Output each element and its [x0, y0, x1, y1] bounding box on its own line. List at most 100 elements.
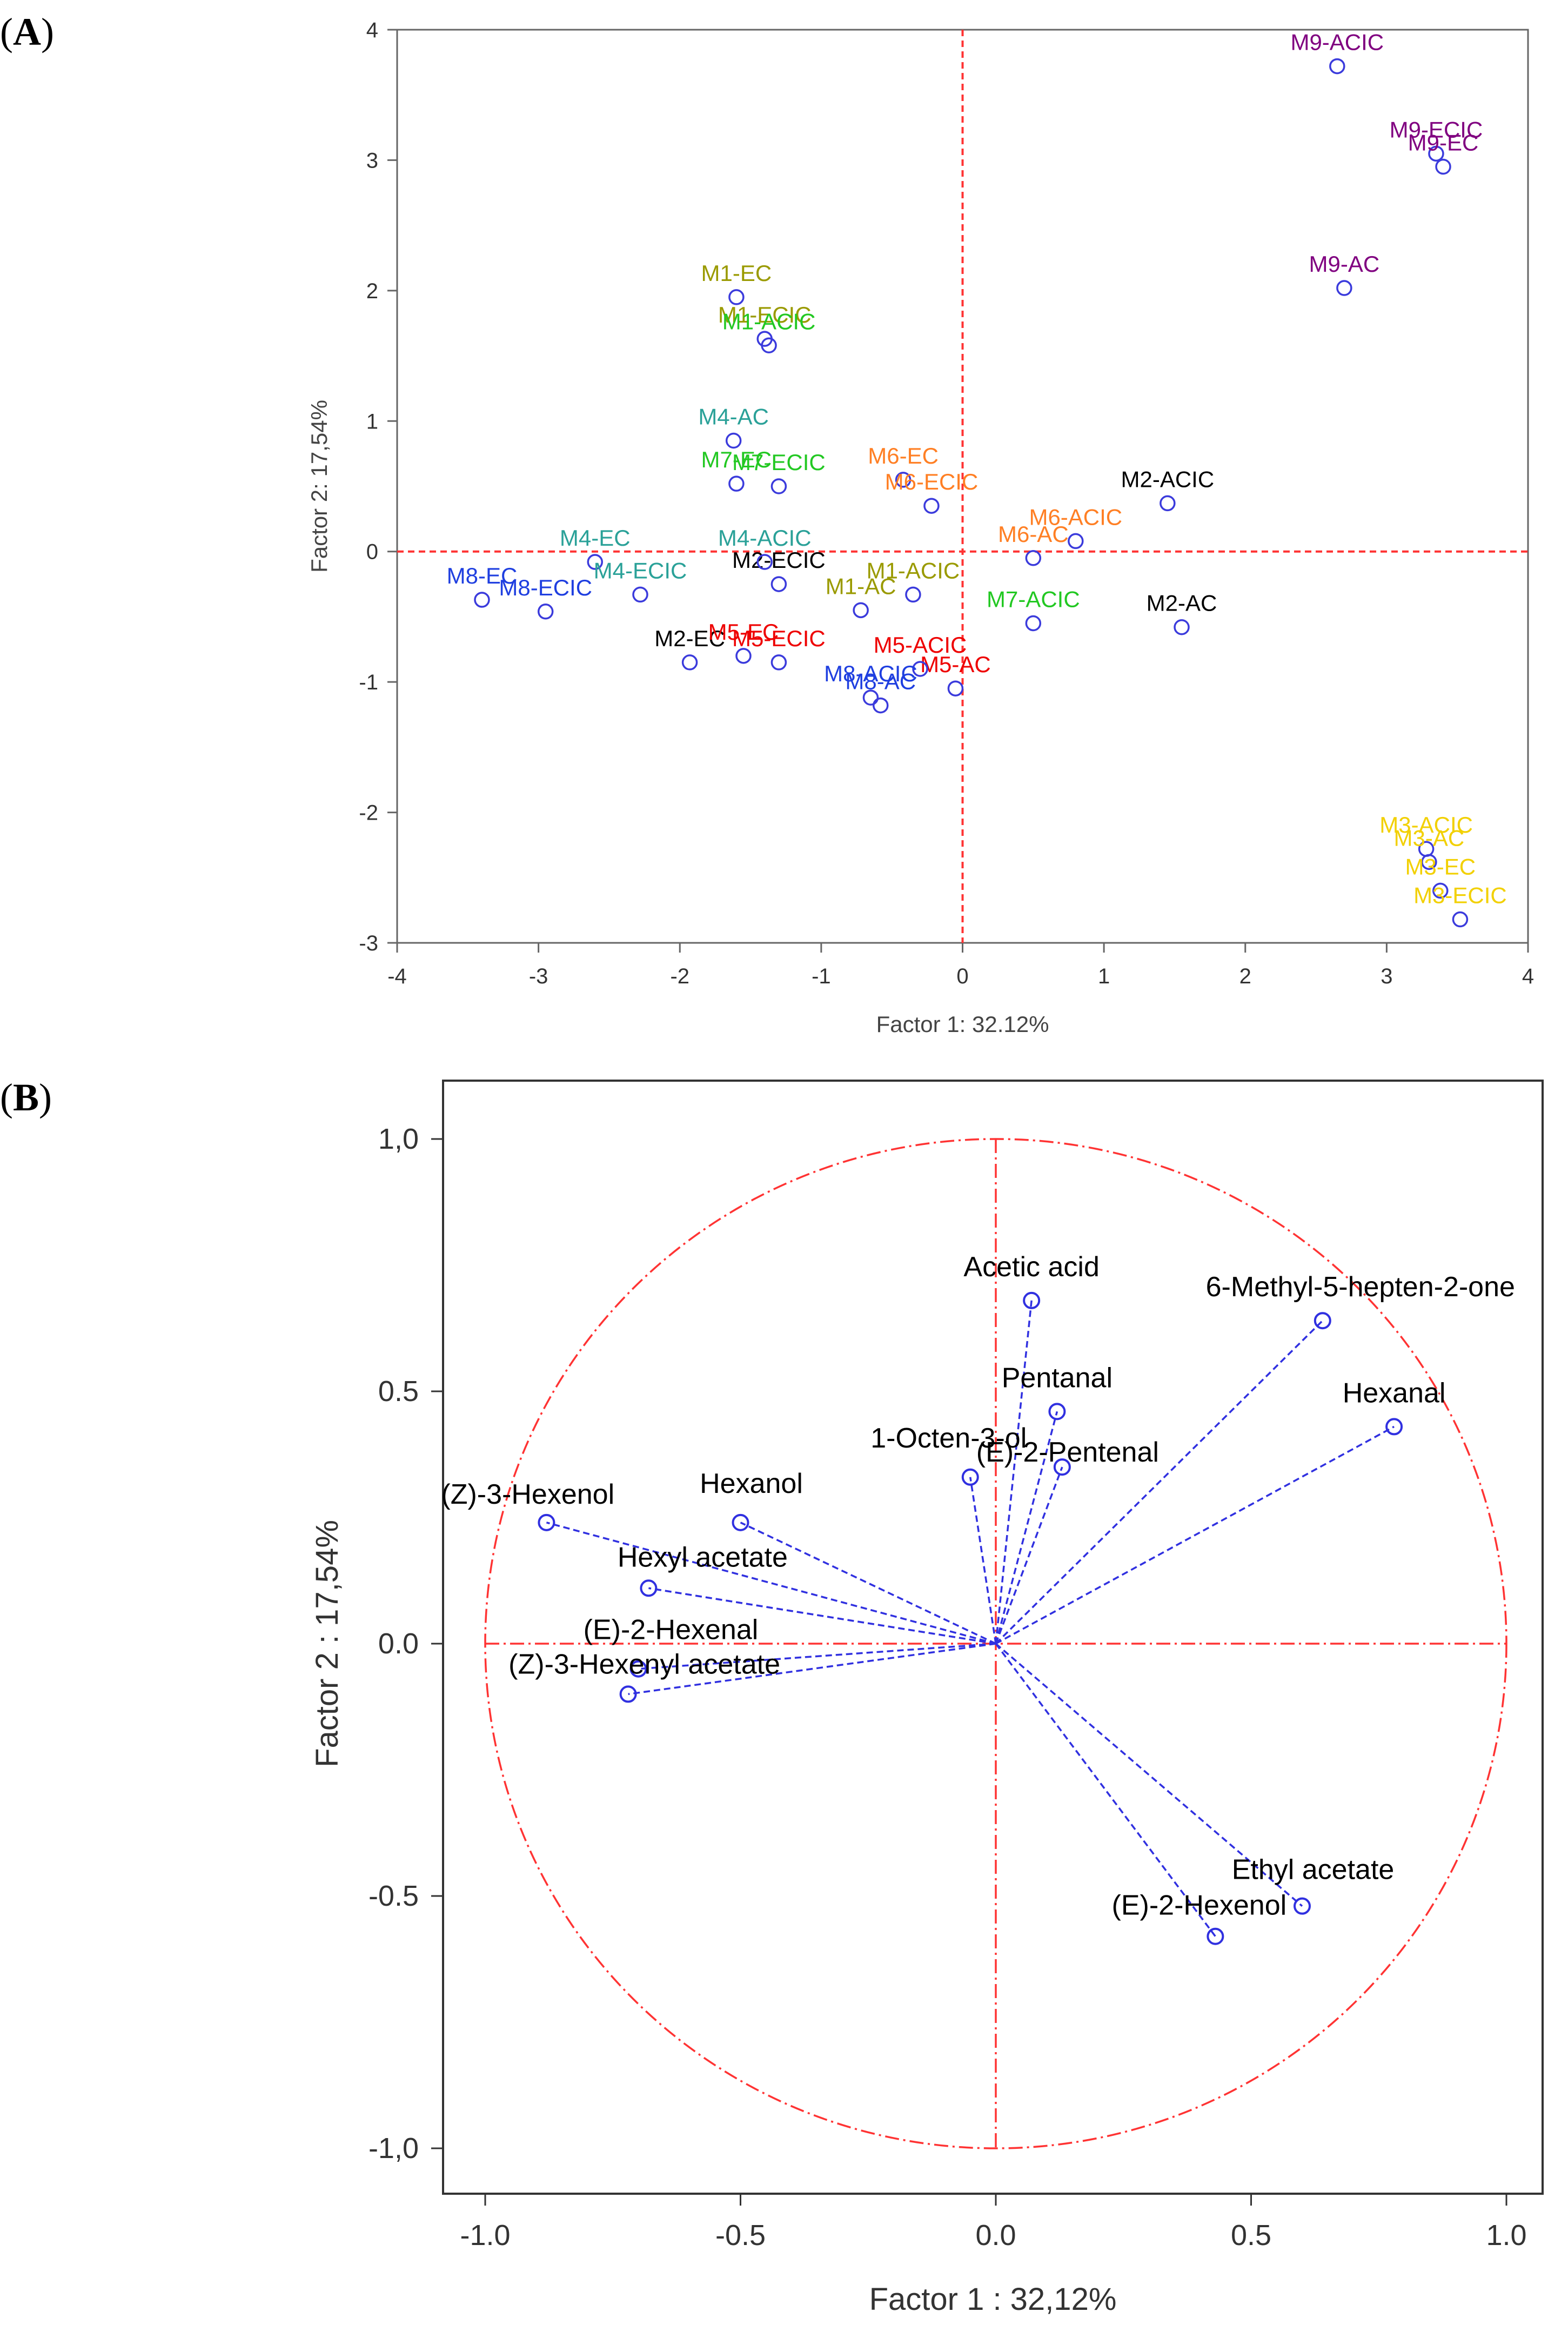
- data-point: [947, 680, 964, 696]
- data-point: [1452, 911, 1469, 928]
- data-point: [632, 586, 648, 603]
- point-label-m9-acic: M9-ACIC: [1290, 30, 1384, 55]
- data-point: [1068, 533, 1084, 550]
- x-tick-label: 0.5: [1231, 2219, 1271, 2252]
- data-point: [912, 661, 928, 677]
- data-point: [1428, 145, 1444, 162]
- data-point: [853, 602, 869, 619]
- loading-label-hexanal: Hexanal: [1343, 1377, 1446, 1409]
- loading-vector-ethyl-acetate: [995, 1643, 1303, 1907]
- x-axis-title: Factor 1 : 32,12%: [869, 2282, 1117, 2317]
- loading-vector-e-2-hexenal: [638, 1643, 996, 1670]
- point-label-m7-ecic: M7-ECIC: [732, 450, 826, 475]
- point-label-m6-ecic: M6-ECIC: [885, 469, 979, 494]
- y-axis-title: Factor 2: 17,54%: [306, 400, 332, 573]
- loading-vector-1-octen-3-ol: [969, 1477, 997, 1644]
- loading-point-e-2-hexenal: [629, 1660, 647, 1678]
- point-label-m8-ac: M8-AC: [845, 669, 916, 694]
- loading-vector-e-2-pentenal: [995, 1466, 1063, 1644]
- loading-label-e-2-hexenol: (E)-2-Hexenol: [1112, 1890, 1287, 1921]
- data-point: [761, 337, 777, 354]
- y-tick-label: -2: [359, 801, 378, 825]
- loading-label-e-2-pentenal: (E)-2-Pentenal: [976, 1437, 1159, 1468]
- point-label-m3-ec: M3-EC: [1405, 854, 1476, 879]
- y-tick-label: -1,0: [368, 2132, 419, 2165]
- point-label-m6-acic: M6-ACIC: [1029, 504, 1122, 530]
- loading-label-1-octen-3-ol: 1-Octen-3-ol: [870, 1423, 1027, 1454]
- data-point: [923, 498, 940, 514]
- y-axis-title: Factor 2 : 17,54%: [310, 1520, 345, 1767]
- point-label-m2-ac: M2-AC: [1147, 591, 1217, 616]
- y-tick-label: 0.0: [378, 1627, 419, 1660]
- loading-label-hexyl-acetate: Hexyl acetate: [618, 1542, 788, 1573]
- point-label-m2-acic: M2-ACIC: [1121, 466, 1215, 492]
- loading-label-6-methyl-5-hepten-2-one: 6-Methyl-5-hepten-2-one: [1206, 1271, 1515, 1303]
- y-tick-label: -1: [359, 671, 378, 694]
- point-label-m5-ec: M5-EC: [708, 619, 779, 645]
- x-tick-label: -1.0: [460, 2219, 510, 2252]
- data-point: [728, 289, 745, 305]
- loading-point-acetic-acid: [1023, 1291, 1041, 1309]
- data-point: [770, 654, 787, 671]
- loading-label-z-3-hexenol: (Z)-3-Hexenol: [441, 1479, 614, 1510]
- point-label-m8-ecic: M8-ECIC: [499, 575, 592, 600]
- point-label-m1-ecic: M1-ECIC: [718, 302, 812, 327]
- y-tick-label: 0.5: [378, 1375, 419, 1408]
- data-point: [1432, 882, 1449, 899]
- loading-point-1-octen-3-ol: [961, 1468, 979, 1486]
- loading-point-e-2-pentenal: [1053, 1458, 1071, 1476]
- data-point: [1329, 58, 1345, 75]
- x-tick-label: 1.0: [1486, 2219, 1526, 2252]
- point-label-m4-ecic: M4-ECIC: [594, 558, 687, 583]
- x-tick-label: 4: [1522, 964, 1534, 988]
- point-label-m4-acic: M4-ACIC: [718, 525, 812, 551]
- loading-point-e-2-hexenol: [1207, 1927, 1224, 1945]
- data-point: [770, 478, 787, 494]
- loading-vector-acetic-acid: [995, 1300, 1033, 1644]
- x-tick-label: 0: [956, 964, 968, 988]
- data-point: [770, 576, 787, 592]
- point-label-m1-acic: M1-ACIC: [867, 558, 960, 583]
- point-label-m2-ec: M2-EC: [654, 626, 725, 651]
- x-tick-label: -4: [387, 964, 407, 988]
- x-tick-label: 3: [1381, 964, 1392, 988]
- loading-point-hexanol: [732, 1513, 749, 1531]
- loading-label-pentanal: Pentanal: [1002, 1362, 1113, 1393]
- y-tick-label: 1,0: [378, 1123, 419, 1155]
- point-label-m8-ec: M8-EC: [447, 563, 518, 588]
- loading-point-z-3-hexenol: [538, 1513, 555, 1531]
- loading-vector-pentanal: [995, 1411, 1058, 1644]
- point-label-m6-ec: M6-EC: [868, 443, 939, 468]
- data-point: [728, 475, 745, 492]
- panel-label-a: (A): [0, 10, 54, 53]
- loading-label-acetic-acid: Acetic acid: [963, 1251, 1099, 1283]
- x-tick-label: -1: [812, 964, 831, 988]
- point-label-m4-ec: M4-EC: [560, 525, 631, 551]
- data-point: [735, 648, 752, 664]
- data-point: [1160, 495, 1176, 512]
- loading-label-z-3-hexenyl-acetate: (Z)-3-Hexenyl acetate: [508, 1649, 780, 1680]
- point-label-m3-ac: M3-AC: [1394, 825, 1465, 850]
- data-point: [756, 554, 773, 570]
- y-tick-label: -3: [359, 932, 378, 955]
- loading-label-hexanol: Hexanol: [700, 1468, 803, 1499]
- data-point: [895, 472, 912, 488]
- point-label-m5-acic: M5-ACIC: [874, 632, 967, 658]
- point-label-m8-acic: M8-ACIC: [824, 661, 917, 686]
- loading-vector-hexanal: [995, 1425, 1395, 1645]
- data-point: [873, 697, 889, 714]
- data-point: [725, 432, 742, 449]
- panel-label-b: (B): [0, 1076, 52, 1119]
- y-tick-label: 2: [366, 279, 378, 303]
- data-point: [905, 586, 921, 603]
- data-point: [474, 592, 490, 608]
- data-point: [537, 604, 554, 620]
- x-tick-label: 0.0: [975, 2219, 1016, 2252]
- point-label-m2-ecic: M2-ECIC: [732, 547, 826, 573]
- y-tick-label: 1: [366, 410, 378, 433]
- loading-point-6-methyl-5-hepten-2-one: [1314, 1312, 1331, 1330]
- point-label-m5-ac: M5-AC: [920, 652, 991, 677]
- data-point: [587, 554, 604, 570]
- x-tick-label: -0.5: [715, 2219, 766, 2252]
- point-label-m4-ac: M4-AC: [698, 404, 769, 430]
